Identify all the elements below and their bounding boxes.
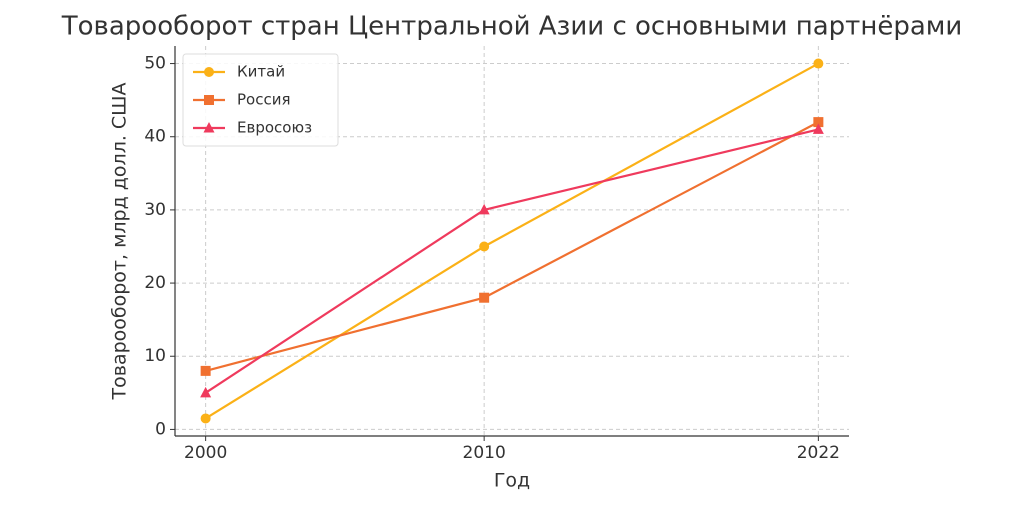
legend-label: Россия [237,91,291,109]
data-point [813,117,824,128]
legend-label: Евросоюз [237,119,312,137]
x-tick-label: 2010 [463,443,506,463]
data-point [479,241,490,252]
legend-marker [204,95,214,105]
data-point [200,413,211,424]
legend-marker [204,67,214,77]
y-tick-label: 20 [144,273,166,293]
legend-label: Китай [237,63,285,81]
y-tick-label: 30 [144,200,166,220]
chart-title: Товарооборот стран Центральной Азии с ос… [61,12,963,42]
series-line [205,128,819,394]
data-point [478,203,490,215]
data-point [812,123,824,134]
y-tick-label: 50 [144,54,166,74]
x-axis-label: Год [494,470,530,492]
data-point [200,386,212,398]
legend-marker [203,122,215,133]
y-tick-label: 0 [155,419,166,439]
legend-box [182,53,339,147]
y-tick-label: 40 [144,127,166,147]
data-point [200,365,211,376]
data-point [813,58,824,69]
data-point [479,292,490,303]
x-tick-label: 2022 [797,443,840,463]
y-tick-label: 10 [144,346,166,366]
y-axis-label: Товарооборот, млрд долл. США [109,83,131,401]
x-tick-label: 2000 [184,443,227,463]
